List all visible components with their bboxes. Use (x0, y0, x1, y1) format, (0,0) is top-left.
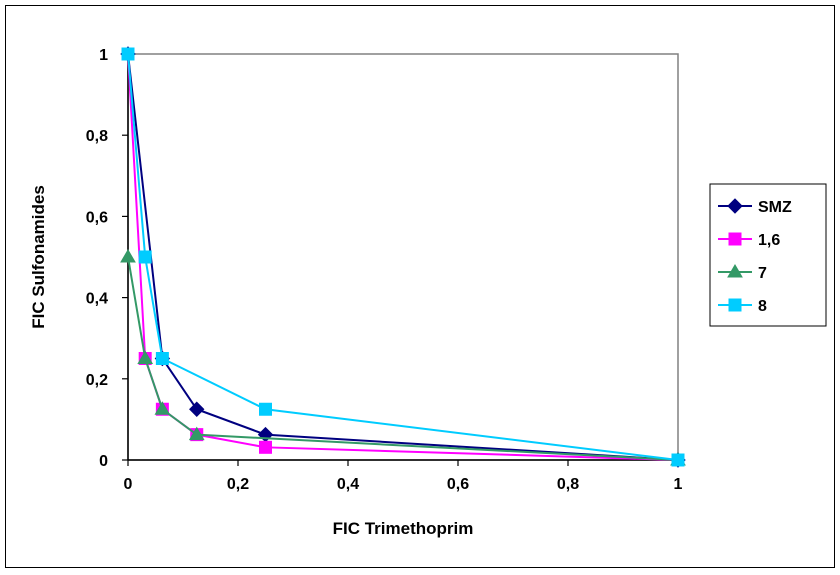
legend-label-smz: SMZ (758, 199, 792, 216)
x-tick-label: 0,4 (337, 476, 359, 493)
data-point-1-6 (259, 440, 272, 454)
series-8 (121, 47, 685, 467)
y-axis-title: FIC Sulfonamides (29, 185, 48, 329)
x-tick-label: 0 (124, 476, 133, 493)
data-point-7 (137, 350, 154, 364)
y-tick-label: 0,8 (86, 128, 108, 145)
y-tick-label: 0,6 (86, 209, 108, 226)
x-tick-label: 1 (674, 476, 683, 493)
axes: 0 0,2 0,4 0,6 0,8 1 0 0,2 0,4 0,6 0,8 1 (86, 47, 683, 493)
x-axis-title: FIC Trimethoprim (333, 519, 474, 538)
data-point-8 (155, 352, 169, 365)
legend-label-1-6: 1,6 (758, 232, 780, 249)
legend-marker-7 (727, 264, 743, 278)
y-tick-label: 0 (99, 453, 108, 470)
data-point-8 (121, 47, 135, 61)
series-group (120, 46, 686, 468)
legend-marker-smz (727, 198, 743, 214)
data-point-8 (259, 402, 272, 416)
x-tick-label: 0,2 (227, 476, 249, 493)
data-point-8 (138, 250, 152, 264)
x-tick-label: 0,6 (447, 476, 469, 493)
legend-marker-1-6 (728, 232, 742, 246)
y-tick-label: 0,4 (86, 291, 108, 308)
line-chart: 0 0,2 0,4 0,6 0,8 1 0 0,2 0,4 0,6 0,8 1 FIC Trimeth… (29, 46, 827, 538)
data-point-7 (120, 249, 136, 263)
chart-area: 0 0,2 0,4 0,6 0,8 1 0 0,2 0,4 0,6 0,8 1 FIC Trimeth… (5, 5, 835, 568)
data-point-smz (189, 401, 205, 417)
x-tick-label: 0,8 (557, 476, 579, 493)
legend-label-7: 7 (758, 265, 767, 282)
data-point-7 (154, 401, 171, 415)
data-point-7 (188, 426, 205, 441)
legend: SMZ 1,6 7 8 (709, 183, 827, 327)
data-point-8 (671, 453, 685, 467)
y-tick-label: 1 (99, 47, 108, 64)
y-tick-label: 0,2 (86, 372, 108, 389)
plot-area (127, 53, 679, 461)
legend-label-8: 8 (758, 298, 767, 315)
legend-marker-8 (728, 298, 742, 312)
